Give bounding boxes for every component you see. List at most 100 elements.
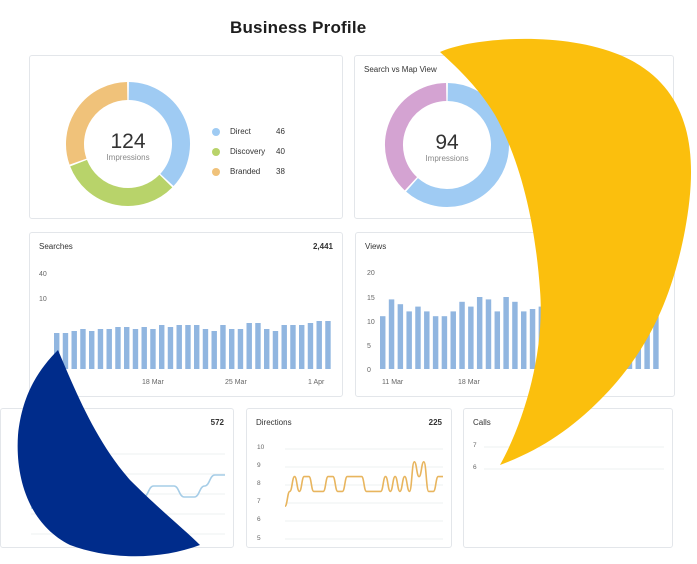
series-line: [284, 460, 443, 507]
y-tick-label: 9: [257, 462, 261, 469]
bar: [124, 327, 130, 369]
branded-dot-icon: [212, 168, 220, 176]
bar: [494, 311, 501, 369]
discovery-dot-icon: [212, 148, 220, 156]
x-tick-label: 11 Mar: [382, 379, 404, 386]
bar: [211, 331, 217, 369]
y-tick-label: 7: [257, 498, 261, 505]
legend-value: 40: [276, 147, 285, 156]
bar: [246, 323, 252, 369]
x-tick-label: 18 Mar: [458, 379, 480, 386]
directions-card: Directions 225 10 9 8 7 6 5: [246, 408, 452, 548]
x-tick-label: 25 Mar: [225, 379, 247, 386]
legend-item-discovery: Discovery 40: [212, 147, 302, 159]
impressions-total: 124: [110, 130, 146, 153]
legend-value: 46: [276, 127, 285, 136]
legend-label: Discovery: [230, 147, 266, 156]
bar: [281, 325, 287, 369]
y-tick-label: 8: [257, 480, 261, 487]
bar: [229, 329, 235, 369]
card-title: Calls: [473, 418, 491, 427]
y-tick-label: 7: [473, 442, 477, 449]
legend-value: 38: [276, 167, 285, 176]
bar: [194, 325, 200, 369]
bar: [380, 316, 386, 369]
y-tick-label: 5: [367, 343, 371, 350]
bar: [89, 331, 95, 369]
card-total: 225: [428, 418, 442, 427]
bar: [476, 297, 483, 369]
donut-slice-discovery: [70, 159, 173, 206]
calls-card: Calls 7 6: [463, 408, 673, 548]
direct-dot-icon: [212, 128, 220, 136]
bar: [432, 316, 439, 369]
bar: [185, 325, 191, 369]
searches-card: Searches 2,441 40 10 18 Mar 25 Mar 1 Apr: [29, 232, 343, 397]
search-map-total-label: Impressions: [425, 154, 469, 163]
search-map-total: 94: [435, 131, 459, 154]
bar: [406, 311, 412, 369]
yellow-blob-shape: [440, 38, 692, 465]
y-tick-label: 6: [473, 464, 477, 471]
bar: [529, 309, 536, 369]
bar: [80, 329, 86, 369]
bar: [54, 333, 60, 369]
bar: [176, 325, 182, 369]
bar: [325, 321, 331, 369]
legend-item-direct: Direct 46: [212, 127, 302, 139]
card-title: Search vs Map View: [364, 65, 437, 74]
bar: [316, 321, 322, 369]
legend-item-branded: Branded 38: [212, 167, 302, 179]
bar: [115, 327, 121, 369]
card-title: Searches: [39, 242, 73, 251]
bar: [132, 329, 139, 369]
bar: [106, 329, 112, 369]
searches-bar-chart: 40 10 18 Mar 25 Mar 1 Apr: [39, 271, 331, 386]
bar: [512, 301, 518, 369]
bar: [450, 311, 456, 369]
legend-label: Direct: [230, 127, 251, 136]
card-title: Directions: [256, 418, 292, 427]
y-tick-label: 6: [257, 516, 261, 523]
impressions-total-label: Impressions: [106, 153, 150, 162]
bar: [159, 325, 165, 369]
y-tick-label: 40: [39, 271, 47, 278]
bar: [397, 304, 404, 369]
bar: [237, 329, 244, 369]
donut-slice-map: [385, 83, 447, 191]
bar: [415, 306, 421, 369]
donut-slice-direct: [128, 82, 190, 187]
bar: [424, 311, 430, 369]
search-map-donut: [385, 83, 509, 207]
legend-label: Branded: [230, 167, 261, 176]
bar: [202, 329, 209, 369]
bar: [459, 301, 465, 369]
impressions-card: 124 Impressions Direct 46 Discovery 40 B…: [29, 55, 343, 219]
y-tick-label: 20: [367, 270, 375, 277]
bar: [141, 327, 147, 369]
y-tick-label: 10: [257, 444, 265, 451]
bar: [468, 306, 474, 369]
directions-line-chart: 10 9 8 7 6 5: [257, 444, 443, 542]
bar: [307, 323, 314, 369]
card-total: 2,441: [312, 242, 333, 251]
donut-slice-branded: [66, 82, 128, 165]
bar: [272, 331, 279, 369]
bar: [653, 287, 659, 369]
bar: [255, 323, 261, 369]
x-tick-label: 1 Apr: [308, 379, 325, 386]
bar: [521, 311, 527, 369]
bar: [97, 329, 104, 369]
y-tick-label: 0: [367, 367, 371, 374]
bar: [290, 325, 296, 369]
bar: [299, 325, 305, 369]
y-tick-label: 10: [367, 319, 375, 326]
page-title: Business Profile: [230, 18, 367, 37]
bar: [220, 325, 226, 369]
bar: [62, 333, 69, 369]
card-title: Views: [365, 242, 387, 251]
bar: [150, 329, 156, 369]
impressions-donut: [66, 82, 190, 206]
bar: [503, 297, 509, 369]
